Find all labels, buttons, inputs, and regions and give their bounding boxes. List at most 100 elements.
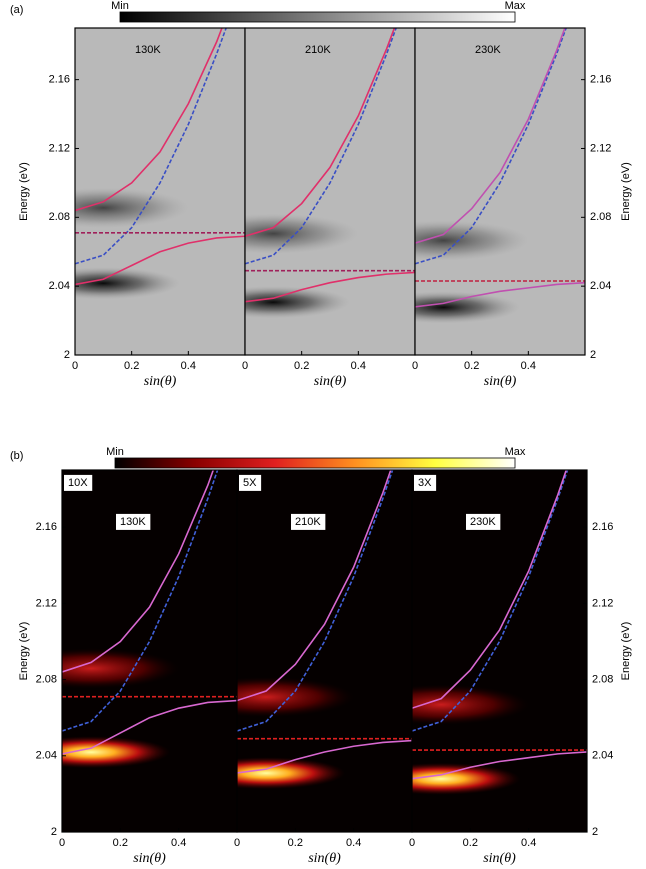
y-tick-label: 2.08 [36,673,57,685]
colorbar-min-label: Min [106,446,124,458]
curve [237,739,412,774]
x-tick-label: 0 [242,360,248,372]
emission-shade [412,762,520,795]
gain-label: 10X [68,477,88,489]
x-axis-label: sin(θ) [144,374,177,389]
y-tick-label: 2 [590,349,596,361]
y-tick-label: 2.12 [590,142,611,154]
panel-title-box [116,513,151,530]
emission-shade [412,684,529,725]
x-tick-label: 0.4 [521,837,536,849]
colorbar [114,457,516,469]
y-tick-label: 2.16 [590,74,611,86]
emission-shade [415,220,529,261]
x-axis-label: sin(θ) [314,374,347,389]
panel-border [414,27,586,356]
panel [75,28,245,355]
curve [415,28,566,244]
emission-shade [62,648,179,689]
panel [245,28,415,355]
curve [62,470,215,673]
y-tick-label: 2.16 [592,521,613,533]
y-axis-label: Energy (eV) [18,622,30,681]
y-tick-label: 2.12 [592,597,613,609]
emission-shade [237,757,345,790]
x-tick-label: 0.4 [181,360,196,372]
y-tick-label: 2 [51,826,57,838]
panel-title: 230K [475,44,501,56]
gain-label-box [239,474,262,491]
x-tick-label: 0.4 [171,837,186,849]
panel-title: 210K [305,44,331,56]
y-tick-label: 2.04 [592,750,613,762]
colorbar [119,11,516,23]
curve [415,281,585,308]
x-axis-label: sin(θ) [308,851,341,866]
panel-title: 210K [295,516,321,528]
x-tick-label: 0.2 [464,360,479,372]
emission-shade [415,291,520,324]
panel [237,470,412,832]
y-tick-label: 2 [592,826,598,838]
gain-label-box [64,474,93,491]
y-tick-label: 2.08 [590,211,611,223]
y-axis-label: Energy (eV) [620,162,632,221]
y-tick-label: 2.04 [590,280,611,292]
curve [75,235,245,286]
curve [75,28,227,265]
curve [412,470,569,732]
emission-shade [62,736,170,769]
panel [62,470,237,832]
x-tick-label: 0 [409,837,415,849]
curve [245,28,397,265]
y-tick-label: 2.04 [36,750,57,762]
colorbar-max-label: Max [505,0,526,12]
gain-label-box [414,474,437,491]
curve [62,470,219,732]
y-tick-label: 2.12 [36,597,57,609]
x-tick-label: 0.2 [288,837,303,849]
curve [245,271,415,303]
panel-title-box [466,513,501,530]
x-tick-label: 0.2 [113,837,128,849]
gain-label: 3X [418,477,432,489]
emission-shade [75,267,180,300]
emission-shade [237,677,354,718]
y-tick-label: 2 [64,349,70,361]
x-tick-label: 0.2 [463,837,478,849]
x-tick-label: 0 [234,837,240,849]
y-tick-label: 2.04 [49,280,70,292]
gain-label: 5X [243,477,257,489]
curve [62,699,237,755]
y-tick-label: 2.08 [49,211,70,223]
x-tick-label: 0.2 [124,360,139,372]
x-tick-label: 0 [72,360,78,372]
panel [415,28,585,355]
x-axis-label: sin(θ) [483,851,516,866]
emission-shade [245,286,350,319]
y-tick-label: 2.08 [592,673,613,685]
panel-title: 130K [135,44,161,56]
emission-shade [245,213,359,254]
panel-border [411,469,588,833]
x-tick-label: 0.4 [521,360,536,372]
y-axis-label: Energy (eV) [620,622,632,681]
x-tick-label: 0 [59,837,65,849]
panel-title: 130K [120,516,146,528]
y-tick-label: 2.12 [49,142,70,154]
y-tick-label: 2.16 [49,74,70,86]
colorbar-max-label: Max [505,446,526,458]
x-tick-label: 0.4 [346,837,361,849]
curve [237,470,394,732]
panel-title-box [291,513,326,530]
curve [412,470,568,709]
x-tick-label: 0 [412,360,418,372]
y-tick-label: 2.16 [36,521,57,533]
curve [415,28,567,265]
colorbar-min-label: Min [111,0,129,12]
panel-title: 230K [470,516,496,528]
curve [412,751,587,780]
curve [237,470,392,702]
x-tick-label: 0.2 [294,360,309,372]
